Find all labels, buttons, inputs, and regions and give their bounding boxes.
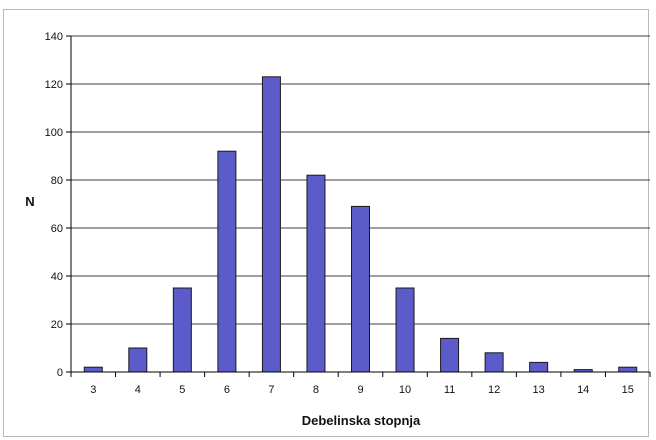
x-tick-label: 15 (622, 384, 634, 396)
y-tick-labels: 0 20 40 60 80 100 120 140 (45, 31, 63, 379)
x-tick-label: 9 (357, 384, 363, 396)
bar-8 (306, 174, 326, 373)
x-tick-label: 13 (533, 384, 545, 396)
bar-13 (529, 361, 549, 373)
x-tick-labels: 3 4 5 6 7 8 9 10 11 12 13 14 15 (90, 384, 634, 396)
y-axis-title: N (25, 194, 34, 209)
y-tick-label: 60 (51, 223, 63, 235)
y-tick-label: 0 (57, 367, 63, 379)
x-tick-label: 5 (179, 384, 185, 396)
x-tick-label: 10 (399, 384, 411, 396)
bar-5 (172, 287, 192, 373)
bar-7 (261, 76, 281, 373)
bar-12 (484, 352, 504, 373)
bar-15 (618, 366, 638, 373)
x-tick-label: 3 (90, 384, 96, 396)
y-tick-label: 40 (51, 271, 63, 283)
bars (83, 76, 638, 373)
bar-6 (217, 150, 237, 373)
bar-4 (128, 347, 148, 373)
x-tick-label: 12 (488, 384, 500, 396)
bar-9 (351, 205, 370, 373)
y-tick-label: 100 (45, 127, 63, 139)
bar-11 (440, 337, 460, 373)
x-tick-label: 4 (135, 384, 141, 396)
axes (70, 36, 650, 373)
y-tick-label: 120 (45, 79, 63, 91)
x-tick-label: 7 (268, 384, 274, 396)
bar-10 (395, 287, 415, 373)
y-tick-label: 80 (51, 175, 63, 187)
y-tick-label: 20 (51, 319, 63, 331)
x-tick-label: 11 (444, 384, 455, 396)
x-tick-label: 14 (577, 384, 589, 396)
x-tick-label: 8 (313, 384, 319, 396)
x-axis-title: Debelinska stopnja (302, 413, 421, 428)
x-tick-label: 6 (224, 384, 230, 396)
y-tick-label: 140 (45, 31, 63, 43)
bar-3 (83, 366, 103, 373)
